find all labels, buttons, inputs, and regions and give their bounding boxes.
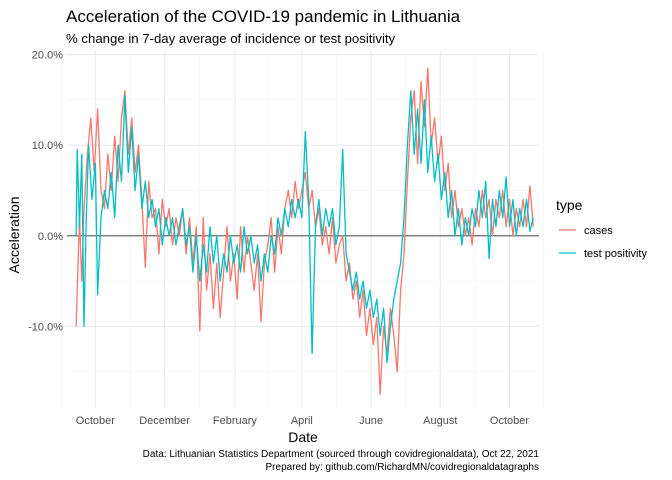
y-tick-label: 20.0%: [32, 50, 63, 62]
series-lines: [75, 67, 534, 396]
x-tick-label: April: [291, 415, 313, 427]
x-tick-label: December: [139, 415, 190, 427]
x-tick-label: February: [213, 415, 258, 427]
x-tick-label: October: [76, 415, 115, 427]
x-axis-ticks: October December February April June August Oc…: [76, 415, 530, 427]
legend: type cases test positivity: [556, 197, 647, 260]
series-line-test-positivity: [75, 90, 534, 364]
caption-author: Prepared by: github.com/RichardMN/covidr…: [266, 462, 539, 473]
x-tick-label: June: [359, 415, 383, 427]
y-axis-title: Acceleration: [6, 196, 22, 273]
legend-title: type: [556, 197, 583, 213]
x-tick-label: August: [423, 415, 457, 427]
minor-gridlines: [61, 50, 544, 408]
x-axis-title: Date: [288, 429, 318, 445]
y-tick-label: 10.0%: [32, 140, 63, 152]
series-line-cases: [75, 67, 534, 396]
legend-label-test-positivity: test positivity: [584, 248, 647, 260]
major-gridlines: [67, 50, 539, 408]
legend-label-cases: cases: [584, 225, 613, 237]
caption-source: Data: Lithuanian Statistics Department (…: [143, 449, 540, 460]
legend-items: cases test positivity: [559, 225, 647, 260]
y-tick-label: -10.0%: [28, 321, 63, 333]
chart-subtitle: % change in 7-day average of incidence o…: [66, 31, 396, 46]
x-tick-label: October: [490, 415, 529, 427]
y-tick-label: 0.0%: [38, 231, 63, 243]
chart-title: Acceleration of the COVID-19 pandemic in…: [66, 7, 461, 26]
plot-area: [61, 50, 544, 408]
y-axis-ticks: -10.0% 0.0% 10.0% 20.0%: [28, 50, 63, 334]
